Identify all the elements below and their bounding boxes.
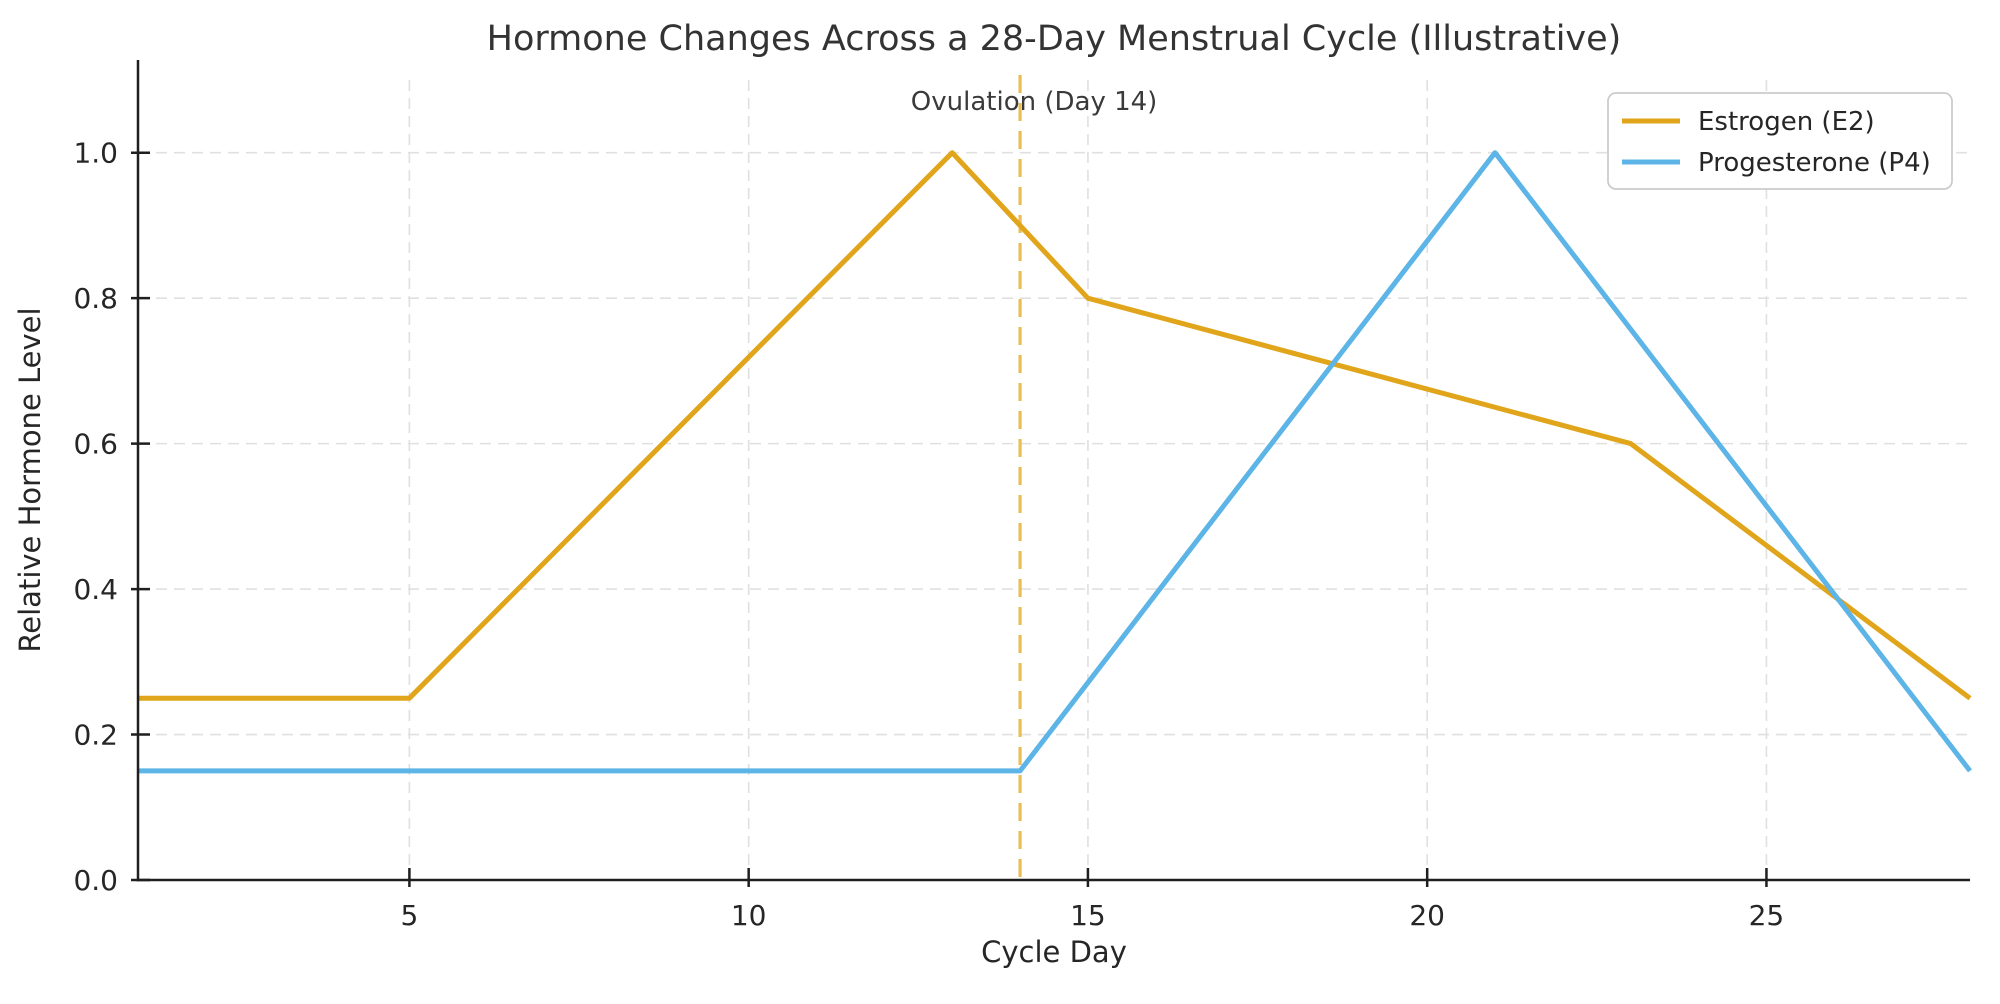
ovulation-annotation: Ovulation (Day 14) — [911, 87, 1158, 117]
y-tick-label: 0.2 — [73, 719, 118, 752]
x-tick-label: 15 — [1070, 899, 1106, 932]
y-tick-label: 0.0 — [73, 864, 118, 897]
x-tick-label: 20 — [1409, 899, 1445, 932]
y-tick-label: 0.4 — [73, 573, 118, 606]
x-tick-label: 10 — [731, 899, 767, 932]
progesterone-p4-line — [138, 150, 1972, 774]
y-tick-label: 0.8 — [73, 282, 118, 315]
legend: Estrogen (E2) Progesterone (P4) — [1607, 92, 1953, 190]
y-axis-label: Relative Hormone Level — [13, 307, 47, 652]
y-tick-label: 0.6 — [73, 428, 118, 461]
data-series — [138, 150, 1972, 774]
legend-box — [1607, 92, 1953, 190]
chart-title: Hormone Changes Across a 28-Day Menstrua… — [487, 19, 1622, 59]
x-tick-label: 5 — [400, 899, 418, 932]
legend-progesterone-label: Progesterone (P4) — [1698, 148, 1931, 178]
legend-estrogen-label: Estrogen (E2) — [1698, 107, 1875, 137]
x-axis-label: Cycle Day — [981, 935, 1127, 969]
gridlines — [138, 80, 1970, 881]
y-tick-label: 1.0 — [73, 137, 118, 170]
axes — [131, 60, 1970, 887]
x-tick-label: 25 — [1749, 899, 1785, 932]
tick-labels: 0.0 0.2 0.4 0.6 0.8 1.0 5 10 15 20 25 — [73, 137, 1784, 932]
estrogen-e2-line — [138, 150, 1972, 701]
